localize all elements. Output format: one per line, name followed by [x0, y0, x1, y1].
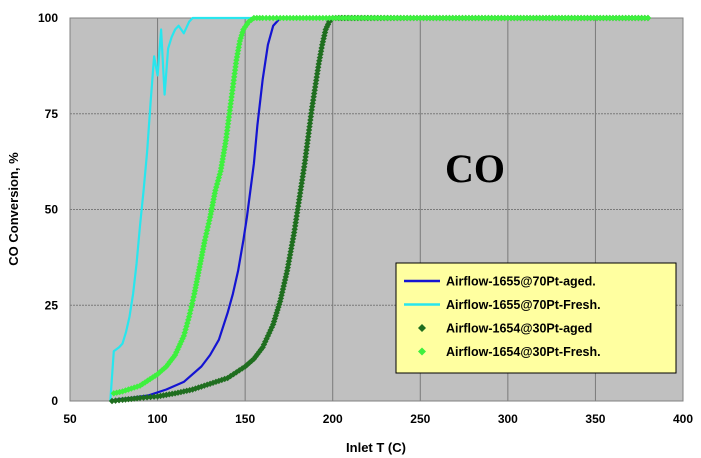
x-tick-label: 400: [673, 412, 693, 426]
legend-label: Airflow-1654@30Pt-aged: [446, 322, 592, 336]
x-tick-label: 350: [585, 412, 605, 426]
legend-label: Airflow-1655@70Pt-aged.: [446, 275, 596, 289]
legend-label: Airflow-1654@30Pt-Fresh.: [446, 345, 601, 359]
y-tick-label: 75: [45, 107, 59, 121]
legend-label: Airflow-1655@70Pt-Fresh.: [446, 298, 601, 312]
x-tick-label: 200: [323, 412, 343, 426]
y-tick-label: 50: [45, 203, 59, 217]
y-tick-label: 100: [38, 11, 58, 25]
legend: Airflow-1655@70Pt-aged. Airflow-1655@70Pt…: [396, 263, 676, 373]
y-axis-title: CO Conversion, %: [6, 152, 21, 266]
x-axis-title: Inlet T (C): [346, 440, 406, 455]
x-tick-label: 150: [235, 412, 255, 426]
x-tick-label: 50: [63, 412, 77, 426]
y-tick-label: 25: [45, 298, 59, 312]
x-tick-label: 300: [498, 412, 518, 426]
y-tick-label: 0: [51, 394, 58, 408]
x-tick-label: 250: [410, 412, 430, 426]
x-tick-label: 100: [148, 412, 168, 426]
chart-annotation: CO: [445, 146, 505, 191]
